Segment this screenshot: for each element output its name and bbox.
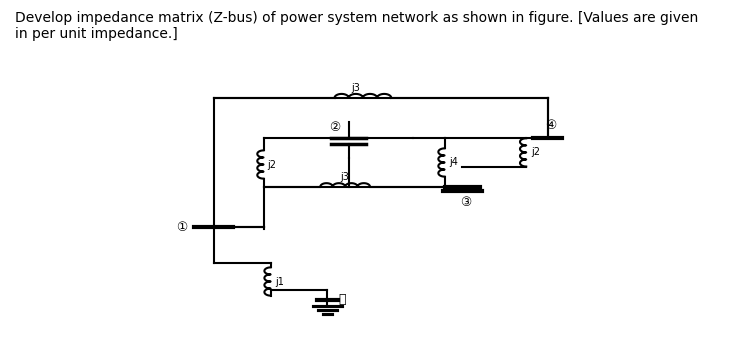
Text: j2: j2 [531, 147, 540, 157]
Text: ①: ① [176, 220, 187, 234]
Text: j4: j4 [449, 158, 458, 168]
Text: ④: ④ [545, 119, 556, 132]
Text: j3: j3 [340, 172, 349, 182]
Text: ⓪: ⓪ [338, 293, 346, 306]
Text: ③: ③ [460, 196, 471, 209]
Text: j1: j1 [275, 277, 284, 286]
Text: j2: j2 [267, 159, 276, 169]
Text: j3: j3 [352, 83, 360, 93]
Text: Develop impedance matrix (Z-bus) of power system network as shown in figure. [Va: Develop impedance matrix (Z-bus) of powe… [15, 11, 698, 41]
Text: ②: ② [329, 121, 340, 134]
